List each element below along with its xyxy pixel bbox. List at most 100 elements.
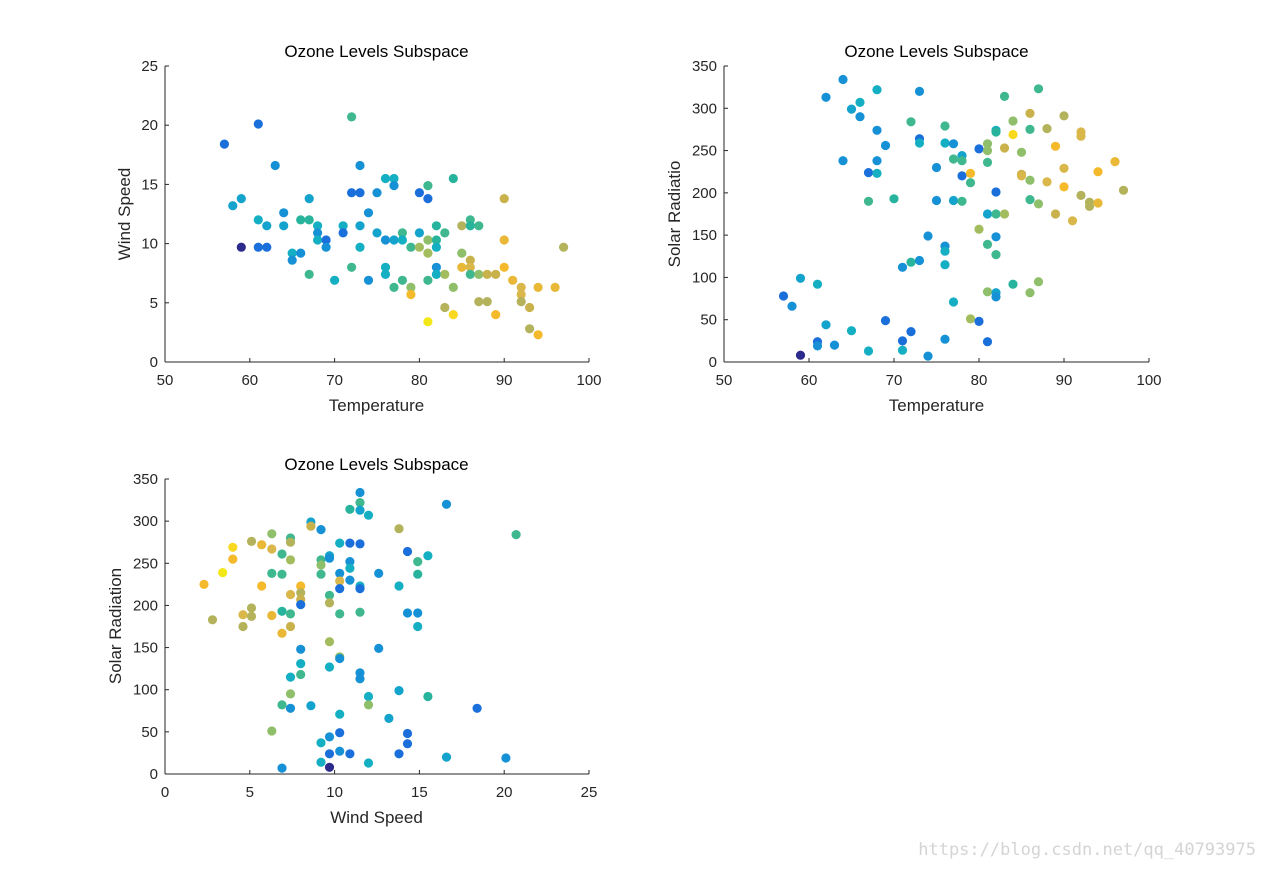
data-point (431, 242, 441, 252)
y-tick-label: 100 (133, 682, 158, 699)
data-point (257, 540, 267, 550)
data-point (516, 282, 526, 292)
data-point (465, 255, 475, 265)
x-tick-label: 60 (241, 372, 258, 389)
y-tick-label: 300 (133, 513, 158, 530)
data-point (872, 85, 882, 95)
data-point (363, 691, 374, 702)
data-point (270, 160, 280, 171)
data-point (296, 215, 306, 225)
y-tick-label: 350 (133, 471, 158, 488)
y-tick-label: 200 (692, 185, 717, 202)
data-point (511, 530, 521, 540)
data-point (491, 310, 501, 320)
data-point (324, 732, 335, 742)
data-point (345, 749, 355, 759)
data-point (880, 140, 891, 151)
data-point (335, 709, 345, 719)
data-point (324, 598, 335, 608)
data-point (991, 127, 1001, 137)
data-point (550, 282, 560, 292)
data-point (372, 188, 382, 198)
data-point (414, 188, 424, 198)
data-point (246, 536, 257, 547)
data-point (335, 584, 345, 594)
chart-title: Ozone Levels Subspace (284, 455, 468, 474)
y-tick-label: 15 (141, 176, 158, 193)
data-point (982, 157, 993, 167)
data-point (394, 581, 404, 591)
data-point (324, 553, 335, 563)
data-point (448, 282, 458, 292)
data-point (296, 600, 306, 610)
data-point (1067, 216, 1078, 226)
data-point (397, 235, 407, 245)
data-point (431, 262, 441, 272)
data-point (821, 92, 831, 102)
data-point (267, 544, 277, 554)
x-tick-label: 100 (576, 372, 601, 389)
data-point (982, 209, 993, 219)
data-point (812, 341, 823, 351)
data-point (457, 248, 467, 258)
data-point (906, 117, 916, 127)
data-point (441, 752, 452, 762)
data-point (277, 549, 287, 559)
data-point (897, 345, 908, 355)
data-point (236, 242, 246, 252)
data-point (253, 242, 263, 252)
data-point (296, 588, 306, 598)
data-point (324, 637, 335, 647)
data-point (355, 674, 365, 684)
data-point (423, 181, 433, 191)
data-point (948, 297, 959, 307)
data-point (1008, 279, 1018, 289)
data-point (324, 762, 335, 772)
data-point (423, 551, 433, 561)
data-point (855, 112, 865, 122)
data-point (474, 297, 484, 307)
data-point (491, 269, 501, 279)
data-point (384, 713, 394, 724)
data-point (948, 154, 959, 164)
data-point (846, 326, 857, 336)
data-point (991, 292, 1001, 302)
data-point (465, 262, 475, 272)
data-point (287, 248, 297, 258)
data-point (253, 119, 263, 129)
data-point (499, 262, 509, 272)
data-point (304, 215, 314, 225)
data-point (347, 112, 357, 122)
data-point (914, 86, 925, 96)
data-point (957, 156, 967, 166)
data-point (296, 669, 306, 680)
x-tick-label: 90 (1056, 372, 1073, 389)
data-point (940, 260, 950, 270)
data-point (863, 196, 874, 206)
data-point (872, 168, 882, 178)
data-point (872, 156, 882, 166)
data-point (812, 279, 823, 289)
data-point (999, 143, 1010, 153)
data-point (948, 195, 959, 206)
data-point (897, 336, 908, 346)
data-point (262, 221, 272, 231)
x-tick-label: 5 (246, 784, 254, 801)
data-point (277, 763, 287, 773)
data-point (982, 337, 993, 347)
data-point (965, 314, 976, 324)
data-point (1118, 185, 1129, 195)
data-point (931, 162, 942, 173)
data-point (355, 505, 365, 515)
data-point (413, 608, 423, 618)
data-point (940, 246, 950, 256)
x-tick-label: 50 (157, 372, 174, 389)
data-point (363, 208, 374, 218)
data-point (355, 160, 365, 171)
data-point (1050, 209, 1061, 219)
data-point (253, 215, 263, 225)
y-tick-label: 25 (141, 58, 158, 75)
data-point (296, 248, 306, 258)
data-point (324, 662, 335, 672)
